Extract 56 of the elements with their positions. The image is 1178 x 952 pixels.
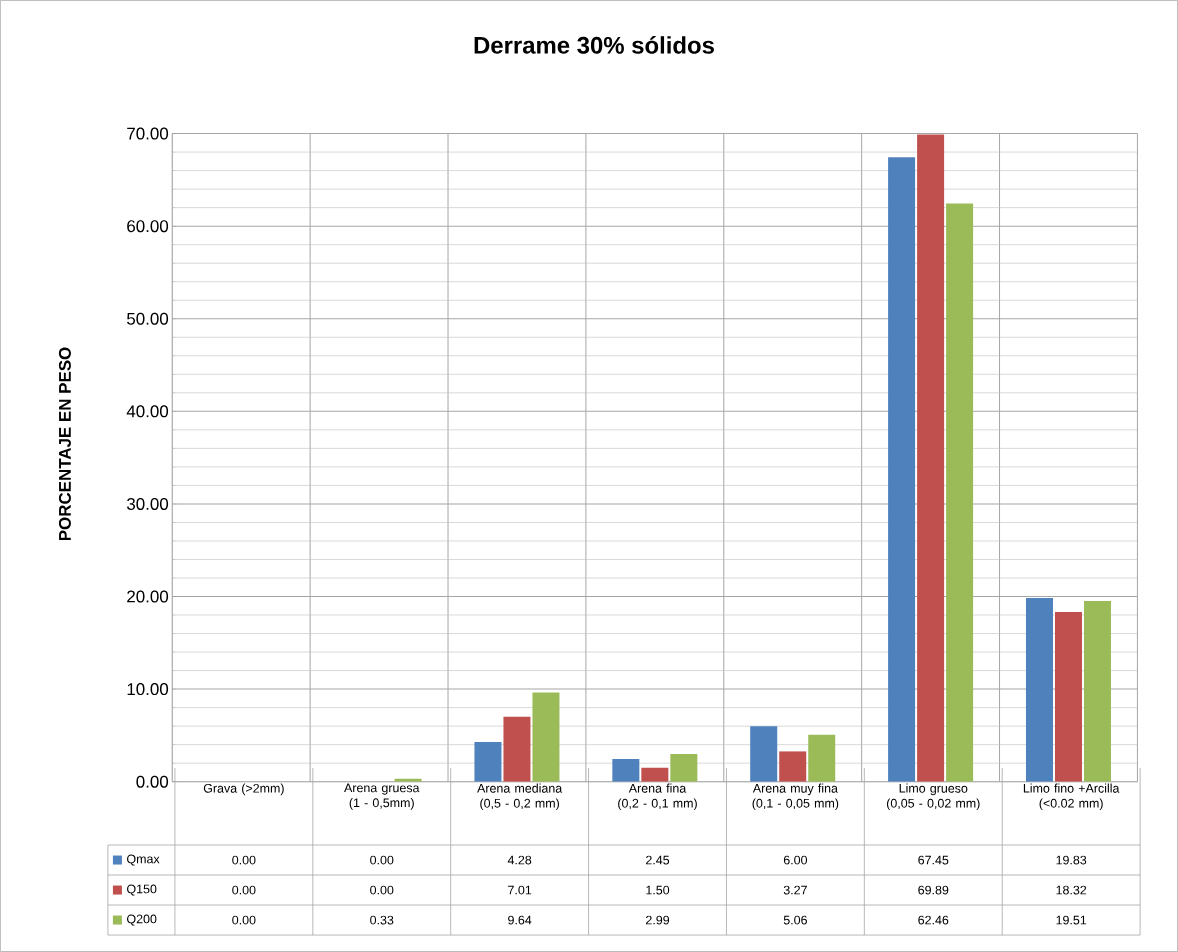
bar	[779, 751, 807, 782]
x-tick-label: Grava (>2mm)	[203, 783, 284, 796]
bar	[1025, 598, 1053, 782]
data-label: 0.00	[232, 915, 256, 925]
bar	[946, 203, 974, 782]
bar	[612, 759, 640, 782]
data-label: 0.33	[370, 915, 394, 925]
bar	[888, 157, 916, 782]
y-tick-label: 70.00	[127, 127, 169, 140]
data-label: 62.46	[918, 915, 949, 925]
data-label: 2.99	[646, 915, 670, 925]
data-label: 6.00	[783, 855, 808, 865]
x-tick-label: Arena mediana (0,5 - 0,2 mm)	[477, 783, 563, 811]
x-tick-label: Arena gruesa (1 - 0,5mm)	[344, 783, 420, 810]
legend-label: Qmax	[127, 854, 160, 866]
y-tick-label: 60.00	[127, 220, 169, 233]
chart-title: Derrame 30% sólidos	[474, 36, 714, 54]
bar	[917, 134, 945, 782]
y-axis-title: PORCENTAJE EN PESO	[58, 347, 71, 541]
y-tick-label: 30.00	[126, 497, 169, 510]
data-label: 3.27	[783, 885, 807, 895]
data-label: 69.89	[918, 885, 949, 895]
bar	[474, 742, 502, 782]
data-label: 4.28	[507, 855, 532, 865]
data-label: 2.45	[646, 855, 670, 865]
legend-label: Q150	[127, 884, 157, 896]
data-label: 0.00	[370, 885, 394, 895]
data-label: 1.50	[646, 885, 670, 895]
y-tick-label: 50.00	[127, 312, 169, 325]
bar	[670, 754, 698, 782]
legend-label: Q200	[127, 914, 157, 926]
x-tick-label: Arena muy fina (0,1 - 0,05 mm)	[752, 783, 839, 811]
x-tick-label: Limo grueso (0,05 - 0,02 mm)	[886, 783, 980, 811]
data-label: 5.06	[783, 915, 807, 925]
bar	[503, 716, 531, 782]
data-label: 9.64	[508, 915, 532, 925]
data-label: 19.51	[1056, 915, 1087, 925]
bar	[532, 692, 560, 782]
data-label: 18.32	[1056, 885, 1087, 895]
data-label: 0.00	[370, 855, 394, 865]
data-label: 67.45	[918, 855, 949, 865]
bar	[750, 726, 778, 782]
bar	[1083, 601, 1111, 782]
y-tick-label: 20.00	[127, 590, 169, 603]
y-tick-label: 0.00	[136, 775, 169, 788]
data-label: 7.01	[508, 885, 532, 895]
x-tick-label: Limo fino +Arcilla (<0.02 mm)	[1023, 783, 1120, 811]
bar	[641, 767, 669, 782]
x-tick-label: Arena fina (0,2 - 0,1 mm)	[618, 783, 697, 811]
data-label: 0.00	[232, 855, 256, 865]
bar	[1054, 612, 1082, 782]
y-tick-label: 10.00	[127, 683, 169, 696]
y-tick-label: 40.00	[126, 405, 169, 418]
data-label: 0.00	[232, 885, 256, 895]
bar	[808, 734, 836, 782]
data-label: 19.83	[1056, 855, 1087, 865]
